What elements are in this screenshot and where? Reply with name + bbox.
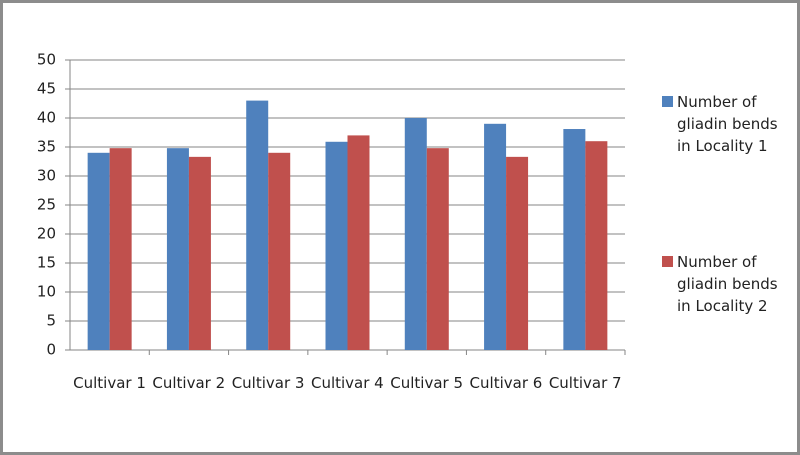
y-tick-label: 45 [37, 80, 56, 98]
bar [166, 148, 189, 350]
bar [506, 156, 529, 350]
bar [246, 100, 269, 350]
y-tick-label: 30 [37, 167, 56, 185]
bar [325, 141, 348, 350]
y-tick-label: 50 [37, 51, 56, 69]
x-tick-label: Cultivar 7 [548, 374, 622, 392]
bar [484, 123, 507, 350]
x-tick-label: Cultivar 4 [310, 374, 384, 392]
y-tick-label: 0 [46, 341, 56, 359]
y-tick-label: 20 [37, 225, 56, 243]
y-tick-label: 40 [37, 109, 56, 127]
bar [585, 141, 608, 350]
legend-label: Number of gliadin bends in Locality 2 [677, 253, 778, 315]
bar [268, 152, 291, 350]
x-tick-label: Cultivar 1 [73, 374, 146, 392]
y-tick-label: 35 [37, 138, 56, 156]
bar [188, 156, 211, 350]
bar [563, 129, 586, 350]
y-tick-label: 15 [37, 254, 56, 272]
x-tick-label: Cultivar 3 [231, 374, 305, 392]
x-tick-label: Cultivar 6 [469, 374, 543, 392]
bar [426, 148, 449, 350]
bar [87, 152, 110, 350]
legend-swatch [662, 256, 673, 267]
bar [347, 135, 370, 350]
bar [404, 118, 427, 350]
x-tick-label: Cultivar 2 [152, 374, 226, 392]
y-tick-label: 25 [37, 196, 56, 214]
legend-swatch [662, 96, 673, 107]
x-tick-label: Cultivar 5 [390, 374, 464, 392]
plot: 0 5 10 15 20 25 30 35 40 45 50 [37, 51, 626, 359]
y-tick-label: 5 [46, 312, 56, 330]
y-tick-label: 10 [37, 283, 56, 301]
legend-label: Number of gliadin bends in Locality 1 [677, 93, 778, 155]
bar [109, 148, 132, 350]
